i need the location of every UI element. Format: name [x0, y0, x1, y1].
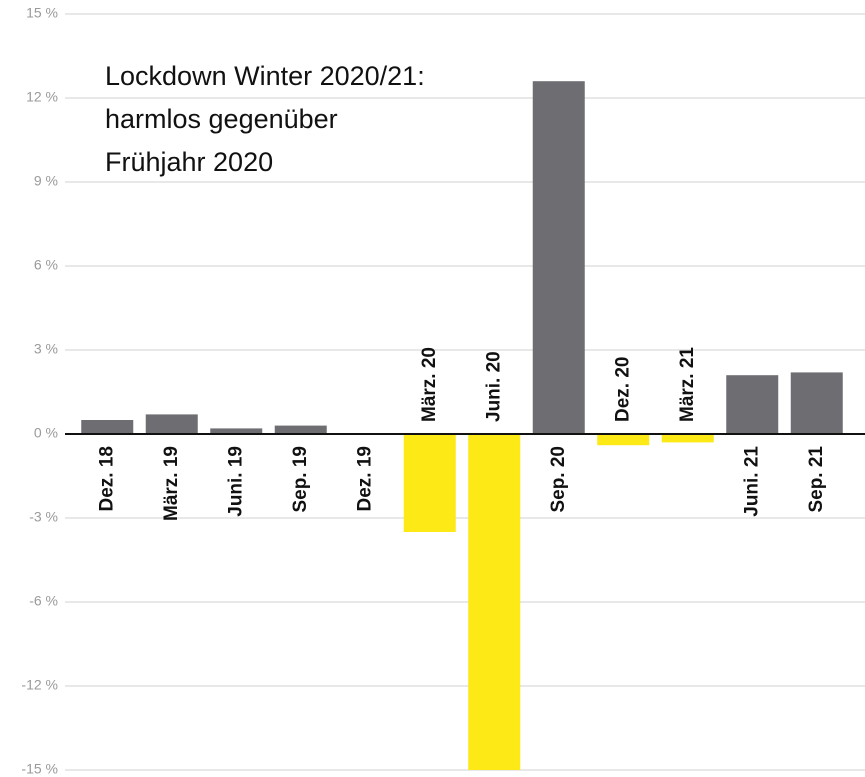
- annotation: Lockdown Winter 2020/21:: [105, 61, 425, 91]
- bar: [274, 425, 327, 434]
- x-tick-label: März. 19: [161, 446, 182, 521]
- y-tick-label: -12 %: [21, 677, 58, 693]
- annotation: harmlos gegenüber: [105, 104, 338, 134]
- x-tick-label: März. 20: [419, 347, 440, 422]
- bar: [726, 375, 779, 434]
- x-tick-label: Sep. 21: [806, 446, 827, 513]
- bar: [81, 420, 134, 434]
- x-tick-label: März. 21: [677, 347, 698, 422]
- x-tick-label: Juni. 21: [741, 446, 762, 517]
- y-tick-label: -6 %: [29, 593, 58, 609]
- y-tick-label: 15 %: [26, 5, 58, 21]
- x-tick-label: Sep. 19: [290, 446, 311, 513]
- x-tick-label: Dez. 20: [612, 357, 633, 422]
- x-tick-label: Dez. 19: [354, 446, 375, 511]
- y-tick-label: 0 %: [34, 425, 58, 441]
- x-tick-label: Juni. 20: [483, 351, 504, 422]
- bar: [532, 81, 585, 434]
- x-tick-label: Sep. 20: [548, 446, 569, 513]
- annotation: Frühjahr 2020: [105, 147, 273, 177]
- y-tick-label: -15 %: [21, 761, 58, 777]
- y-tick-label: 12 %: [26, 89, 58, 105]
- y-tick-label: 3 %: [34, 341, 58, 357]
- y-tick-label: 6 %: [34, 257, 58, 273]
- bar: [661, 434, 714, 443]
- bar: [468, 434, 521, 770]
- x-tick-label: Dez. 18: [96, 446, 117, 511]
- bar: [790, 372, 843, 434]
- x-tick-label: Juni. 19: [225, 446, 246, 517]
- y-tick-label: 9 %: [34, 173, 58, 189]
- bar: [210, 428, 263, 434]
- bar: [597, 434, 650, 446]
- bar: [145, 414, 198, 434]
- y-tick-label: -3 %: [29, 509, 58, 525]
- bar: [403, 434, 456, 532]
